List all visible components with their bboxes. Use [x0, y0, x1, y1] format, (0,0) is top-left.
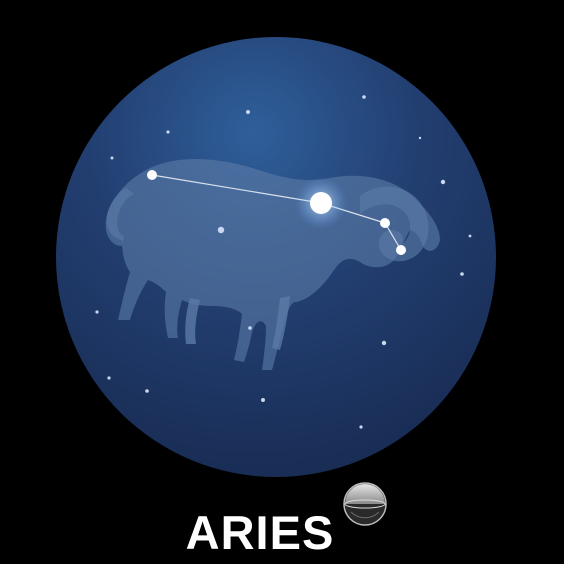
aries-constellation-icon [147, 170, 406, 255]
star-hamal [310, 192, 332, 214]
sphere-badge-icon [343, 482, 387, 526]
background-stars [95, 95, 472, 429]
star-sheratan [380, 218, 390, 228]
star-tail [147, 170, 157, 180]
ram-silhouette-icon [105, 159, 441, 370]
sign-title: ARIES [185, 506, 335, 559]
star-mesarthim [396, 245, 406, 255]
constellation-lines [151, 174, 402, 251]
